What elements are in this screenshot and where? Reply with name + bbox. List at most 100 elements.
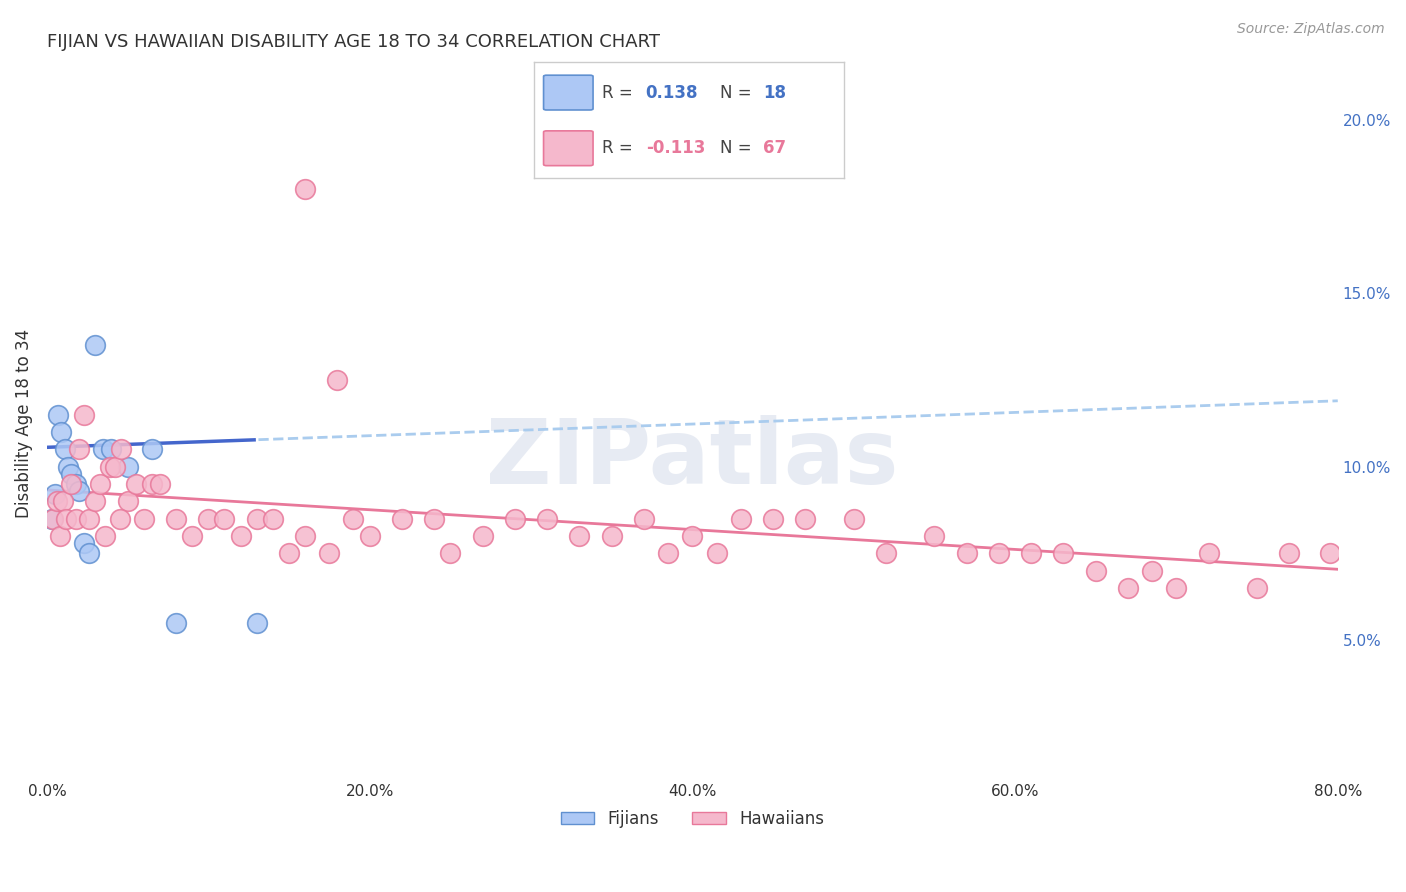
- Point: [42, 512, 65, 526]
- Point: [110, 442, 132, 457]
- Point: [875, 546, 897, 560]
- Point: [681, 529, 703, 543]
- Point: [1278, 546, 1301, 560]
- FancyBboxPatch shape: [544, 131, 593, 166]
- Text: 67: 67: [763, 139, 786, 157]
- Point: [471, 529, 494, 543]
- Point: [262, 512, 284, 526]
- Point: [45, 494, 67, 508]
- Text: N =: N =: [720, 84, 756, 102]
- Point: [60, 477, 83, 491]
- Point: [67, 483, 90, 498]
- Point: [842, 512, 865, 526]
- Point: [794, 512, 817, 526]
- Point: [98, 459, 121, 474]
- Point: [117, 459, 139, 474]
- Point: [77, 512, 100, 526]
- Point: [342, 512, 364, 526]
- Point: [41, 512, 63, 526]
- Point: [391, 512, 413, 526]
- Point: [1166, 581, 1188, 595]
- Point: [149, 477, 172, 491]
- Text: ZIPatlas: ZIPatlas: [486, 415, 898, 503]
- Point: [56, 459, 79, 474]
- Point: [1116, 581, 1139, 595]
- Point: [49, 529, 72, 543]
- Point: [141, 477, 163, 491]
- Point: [326, 373, 349, 387]
- Point: [165, 615, 187, 630]
- Point: [94, 529, 117, 543]
- Point: [44, 487, 66, 501]
- Point: [181, 529, 204, 543]
- Point: [165, 512, 187, 526]
- Point: [1019, 546, 1042, 560]
- Point: [423, 512, 446, 526]
- Text: -0.113: -0.113: [645, 139, 704, 157]
- Point: [73, 536, 96, 550]
- Point: [1084, 564, 1107, 578]
- Text: 0.138: 0.138: [645, 84, 699, 102]
- Point: [214, 512, 236, 526]
- Point: [987, 546, 1010, 560]
- Point: [294, 182, 316, 196]
- Point: [1343, 512, 1365, 526]
- Point: [197, 512, 219, 526]
- Point: [246, 615, 269, 630]
- Point: [503, 512, 526, 526]
- Point: [568, 529, 591, 543]
- Point: [633, 512, 655, 526]
- Point: [93, 442, 115, 457]
- Text: Source: ZipAtlas.com: Source: ZipAtlas.com: [1237, 22, 1385, 37]
- Point: [318, 546, 340, 560]
- Point: [924, 529, 946, 543]
- Point: [1246, 581, 1268, 595]
- Point: [53, 442, 76, 457]
- Text: 18: 18: [763, 84, 786, 102]
- Point: [104, 459, 127, 474]
- Point: [124, 477, 146, 491]
- Point: [84, 494, 107, 508]
- Point: [706, 546, 728, 560]
- Point: [84, 338, 107, 352]
- Text: R =: R =: [602, 139, 638, 157]
- Point: [600, 529, 623, 543]
- Point: [536, 512, 558, 526]
- Point: [60, 467, 83, 481]
- Point: [762, 512, 785, 526]
- Point: [51, 425, 73, 439]
- FancyBboxPatch shape: [544, 75, 593, 110]
- Point: [65, 477, 87, 491]
- Point: [117, 494, 139, 508]
- Point: [246, 512, 269, 526]
- Point: [1052, 546, 1074, 560]
- Point: [730, 512, 752, 526]
- Point: [229, 529, 252, 543]
- Point: [359, 529, 381, 543]
- Text: FIJIAN VS HAWAIIAN DISABILITY AGE 18 TO 34 CORRELATION CHART: FIJIAN VS HAWAIIAN DISABILITY AGE 18 TO …: [46, 33, 659, 51]
- Point: [294, 529, 316, 543]
- Point: [657, 546, 679, 560]
- Point: [73, 408, 96, 422]
- Point: [65, 512, 87, 526]
- Point: [67, 442, 90, 457]
- Point: [1140, 564, 1163, 578]
- Point: [55, 512, 77, 526]
- Point: [77, 546, 100, 560]
- Point: [1198, 546, 1220, 560]
- Point: [100, 442, 122, 457]
- Point: [132, 512, 155, 526]
- Point: [277, 546, 299, 560]
- Point: [956, 546, 979, 560]
- Point: [52, 494, 75, 508]
- Y-axis label: Disability Age 18 to 34: Disability Age 18 to 34: [15, 329, 32, 518]
- Point: [108, 512, 131, 526]
- Point: [46, 408, 69, 422]
- Text: R =: R =: [602, 84, 638, 102]
- Legend: Fijians, Hawaiians: Fijians, Hawaiians: [554, 804, 831, 835]
- Text: N =: N =: [720, 139, 756, 157]
- Point: [1319, 546, 1341, 560]
- Point: [439, 546, 461, 560]
- Point: [89, 477, 111, 491]
- Point: [141, 442, 163, 457]
